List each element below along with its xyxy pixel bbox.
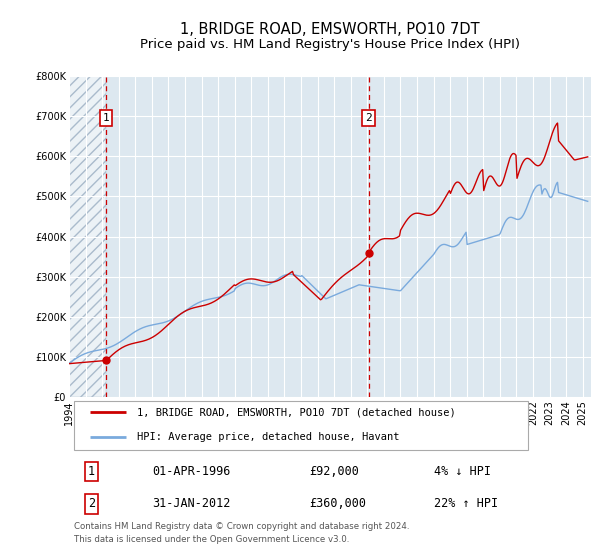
FancyBboxPatch shape bbox=[74, 401, 529, 450]
Text: 2: 2 bbox=[88, 497, 95, 510]
Text: HPI: Average price, detached house, Havant: HPI: Average price, detached house, Hava… bbox=[137, 432, 400, 442]
Text: 4% ↓ HPI: 4% ↓ HPI bbox=[434, 465, 491, 478]
Text: £92,000: £92,000 bbox=[309, 465, 359, 478]
Text: Contains HM Land Registry data © Crown copyright and database right 2024.: Contains HM Land Registry data © Crown c… bbox=[74, 522, 410, 531]
Text: 2: 2 bbox=[365, 113, 372, 123]
Bar bbox=[69, 76, 106, 398]
Text: Price paid vs. HM Land Registry's House Price Index (HPI): Price paid vs. HM Land Registry's House … bbox=[140, 38, 520, 50]
Text: 01-APR-1996: 01-APR-1996 bbox=[152, 465, 231, 478]
Text: 1: 1 bbox=[103, 113, 110, 123]
Text: 1, BRIDGE ROAD, EMSWORTH, PO10 7DT: 1, BRIDGE ROAD, EMSWORTH, PO10 7DT bbox=[180, 22, 480, 38]
Text: 1, BRIDGE ROAD, EMSWORTH, PO10 7DT (detached house): 1, BRIDGE ROAD, EMSWORTH, PO10 7DT (deta… bbox=[137, 407, 455, 417]
Text: £360,000: £360,000 bbox=[309, 497, 366, 510]
Text: This data is licensed under the Open Government Licence v3.0.: This data is licensed under the Open Gov… bbox=[74, 535, 350, 544]
Bar bbox=[69, 76, 106, 398]
Text: 1: 1 bbox=[88, 465, 95, 478]
Text: 31-JAN-2012: 31-JAN-2012 bbox=[152, 497, 231, 510]
Text: 22% ↑ HPI: 22% ↑ HPI bbox=[434, 497, 499, 510]
